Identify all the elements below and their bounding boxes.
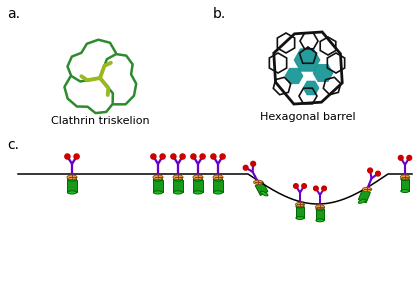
Bar	[296, 206, 304, 218]
Ellipse shape	[362, 187, 372, 192]
Bar	[173, 180, 183, 192]
Ellipse shape	[67, 175, 77, 180]
Polygon shape	[294, 49, 320, 71]
Ellipse shape	[316, 207, 324, 210]
Ellipse shape	[173, 178, 183, 181]
Ellipse shape	[400, 175, 410, 179]
Circle shape	[74, 154, 79, 159]
Ellipse shape	[316, 219, 324, 222]
Ellipse shape	[193, 175, 203, 180]
Ellipse shape	[67, 191, 76, 194]
Text: c.: c.	[7, 138, 19, 152]
Bar	[401, 179, 409, 191]
Polygon shape	[313, 64, 333, 82]
Circle shape	[368, 168, 372, 173]
Text: Clathrin triskelion: Clathrin triskelion	[51, 116, 149, 126]
Bar	[194, 180, 203, 192]
Polygon shape	[303, 81, 319, 95]
Ellipse shape	[260, 191, 268, 196]
Ellipse shape	[316, 205, 324, 209]
Ellipse shape	[194, 191, 203, 194]
Circle shape	[200, 154, 205, 159]
Circle shape	[302, 184, 306, 188]
Bar	[214, 180, 223, 192]
Circle shape	[293, 184, 298, 188]
Bar	[316, 209, 324, 221]
Circle shape	[376, 171, 380, 176]
Ellipse shape	[153, 191, 163, 194]
Ellipse shape	[401, 178, 409, 180]
Circle shape	[314, 186, 318, 191]
Ellipse shape	[194, 178, 203, 181]
Bar	[153, 180, 163, 192]
Circle shape	[407, 156, 412, 160]
Circle shape	[171, 154, 176, 159]
Text: b.: b.	[213, 7, 226, 21]
Circle shape	[268, 28, 348, 108]
Circle shape	[65, 154, 70, 159]
Ellipse shape	[67, 178, 76, 181]
Ellipse shape	[173, 191, 183, 194]
Ellipse shape	[214, 191, 223, 194]
Ellipse shape	[213, 175, 223, 180]
Ellipse shape	[173, 175, 183, 180]
Circle shape	[251, 161, 255, 166]
Circle shape	[151, 154, 156, 159]
Ellipse shape	[296, 217, 304, 219]
Circle shape	[211, 154, 216, 159]
Text: a.: a.	[7, 7, 20, 21]
Bar	[67, 180, 76, 192]
Polygon shape	[285, 68, 303, 84]
Ellipse shape	[296, 202, 304, 206]
Polygon shape	[358, 189, 370, 203]
Polygon shape	[255, 182, 268, 196]
Circle shape	[322, 186, 326, 191]
Circle shape	[220, 154, 225, 159]
Ellipse shape	[214, 178, 223, 181]
Circle shape	[398, 156, 403, 160]
Ellipse shape	[153, 178, 163, 181]
Ellipse shape	[358, 199, 366, 203]
Ellipse shape	[401, 190, 409, 192]
Circle shape	[180, 154, 185, 159]
Ellipse shape	[296, 205, 304, 208]
Circle shape	[191, 154, 196, 159]
Text: Hexagonal barrel: Hexagonal barrel	[260, 112, 356, 122]
Circle shape	[160, 154, 165, 159]
Ellipse shape	[254, 180, 263, 184]
Ellipse shape	[153, 175, 163, 180]
Circle shape	[243, 165, 248, 170]
